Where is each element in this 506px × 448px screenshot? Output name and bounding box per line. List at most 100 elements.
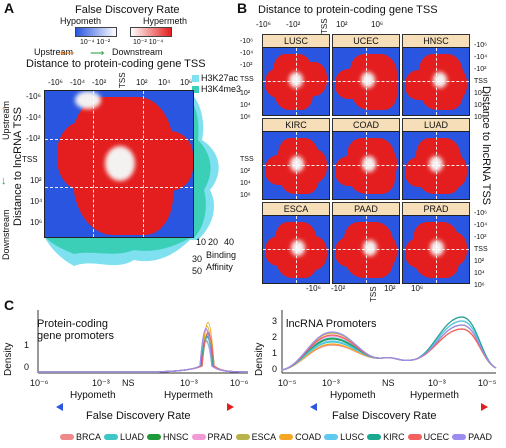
legend-item-hnsc: HNSC — [147, 432, 189, 442]
legend-swatch — [191, 434, 206, 440]
b-heatmap-grid: LUSC UCEC HNSC KIRC COAD LUAD ESCA PAAD PRAD — [262, 34, 472, 288]
binding-tick-x2: 40 — [224, 237, 235, 247]
c-right-xlabel: False Discovery Rate — [332, 410, 437, 422]
arrow-left-icon: ⟵ — [60, 48, 75, 59]
legend-item-kirc: KIRC — [367, 432, 405, 442]
h3k27ac-swatch — [192, 75, 199, 82]
a-heatmap — [44, 90, 194, 238]
b-heatmap-hnsc — [402, 47, 470, 116]
c-right-ytick: 3 — [272, 316, 278, 326]
b-ytick: -10⁴ — [474, 54, 488, 61]
legend-swatch — [367, 434, 382, 440]
c-right-density-paad — [281, 324, 497, 371]
binding-tick-x1: 20 — [208, 237, 219, 247]
legend-label: PRAD — [207, 432, 233, 442]
fdr-colorbar-hypo — [75, 27, 117, 37]
b-xtick: 10⁶ — [411, 284, 424, 293]
fdr-scale-left: 10⁻⁴ 10⁻² — [80, 39, 111, 46]
a-ytick: -10⁶ — [26, 92, 41, 101]
b-cell-label-hnsc: HNSC — [402, 34, 470, 48]
legend-swatch — [60, 434, 74, 440]
panel-b-letter: B — [237, 0, 248, 16]
binding-tick-y1: 50 — [192, 266, 203, 276]
c-right-ytick: 2 — [272, 332, 278, 342]
b-x-title: Distance to protein-coding gene TSS — [258, 4, 438, 16]
c-left-hypo: Hypometh — [70, 390, 116, 401]
a-xtick: -10² — [92, 78, 107, 87]
fdr-title: False Discovery Rate — [75, 4, 180, 16]
b-heatmap-kirc — [262, 131, 330, 200]
b-heatmap-lusc — [262, 47, 330, 116]
legend-swatch — [452, 434, 467, 440]
a-ytick: 10² — [30, 176, 42, 185]
a-xtick: -10⁴ — [70, 78, 85, 87]
b-xtick: -10⁶ — [256, 20, 271, 29]
a-bottom-profile — [44, 236, 194, 266]
b-ytick: 10⁶ — [474, 114, 485, 121]
b-heatmap-coad — [332, 131, 400, 200]
legend-swatch — [407, 434, 422, 440]
c-left-density-paad — [38, 328, 249, 373]
a-xtick: TSS — [118, 72, 127, 88]
a-ytick: 10⁶ — [30, 218, 43, 227]
binding-tick-x0: 10 — [196, 237, 207, 247]
c-xtick: 10⁻³ — [428, 378, 446, 388]
b-heatmap-ucec — [332, 47, 400, 116]
legend-item-luad: LUAD — [104, 432, 144, 442]
b-xtick: 10⁶ — [371, 20, 384, 29]
legend-label: LUAD — [120, 432, 145, 442]
c-right-ytick: 1 — [272, 348, 278, 358]
legend-label: HNSC — [163, 432, 189, 442]
c-right-ylabel: Density — [254, 342, 265, 376]
c-right-title: lncRNA Promoters — [286, 318, 377, 330]
c-xtick: NS — [382, 378, 395, 388]
upstream-label: Upstream — [34, 47, 74, 57]
binding-label: Binding — [206, 250, 237, 260]
h3k4me3-swatch — [192, 86, 199, 93]
panel-c-letter: C — [4, 297, 15, 313]
arrow-up-icon: ↑ — [1, 104, 7, 116]
legend-swatch — [104, 434, 119, 440]
legend-swatch — [324, 434, 339, 440]
legend-item-ucec: UCEC — [407, 432, 449, 442]
fdr-colorbar-hyper — [130, 27, 172, 37]
legend-item-brca: BRCA — [60, 432, 101, 442]
hypometh-label: Hypometh — [60, 16, 102, 26]
c-right-ytick: 0 — [272, 364, 278, 374]
a-ytick: -10² — [26, 134, 41, 143]
c-density-plots — [37, 310, 497, 374]
c-left-xlabel: False Discovery Rate — [86, 410, 191, 422]
b-cell-label-coad: COAD — [332, 118, 400, 132]
c-left-ylabel: Density — [3, 342, 14, 376]
c-right-hyper: Hypermeth — [410, 390, 459, 401]
b-cell-label-esca: ESCA — [262, 202, 330, 216]
a-ytick: TSS — [22, 155, 38, 164]
b-ytick: -10⁶ — [474, 42, 487, 49]
c-xtick: 10⁻³ — [180, 378, 198, 388]
b-ytick: TSS — [474, 78, 488, 85]
b-ytick: 10⁴ — [474, 102, 485, 109]
b-heatmap-esca — [262, 215, 330, 284]
legend-label: LUSC — [340, 432, 365, 442]
c-left-ytick: 0 — [24, 362, 30, 372]
b-cell-label-luad: LUAD — [402, 118, 470, 132]
b-cell-label-paad: PAAD — [332, 202, 400, 216]
b-xtick: TSS — [320, 18, 329, 34]
legend-swatch — [235, 434, 250, 440]
legend-label: KIRC — [383, 432, 405, 442]
legend-label: BRCA — [76, 432, 102, 442]
legend-label: COAD — [295, 432, 322, 442]
c-left-title-1: Protein-coding — [37, 318, 108, 330]
c-xtick: 10⁻³ — [92, 378, 110, 388]
c-xtick: 10⁻⁶ — [30, 378, 49, 388]
affinity-label: Affinity — [206, 262, 233, 272]
c-left-title-2: gene promoters — [37, 330, 115, 342]
b-xtick: -10² — [331, 284, 346, 293]
c-xtick: NS — [122, 378, 135, 388]
h3k27ac-label: H3K27ac — [201, 73, 239, 83]
c-xtick: 10⁻⁵ — [478, 378, 497, 388]
a-xtick: 10² — [136, 78, 148, 87]
c-left-density-luad — [38, 337, 249, 373]
b-ytick: 10² — [474, 90, 485, 97]
legend-item-prad: PRAD — [191, 432, 233, 442]
